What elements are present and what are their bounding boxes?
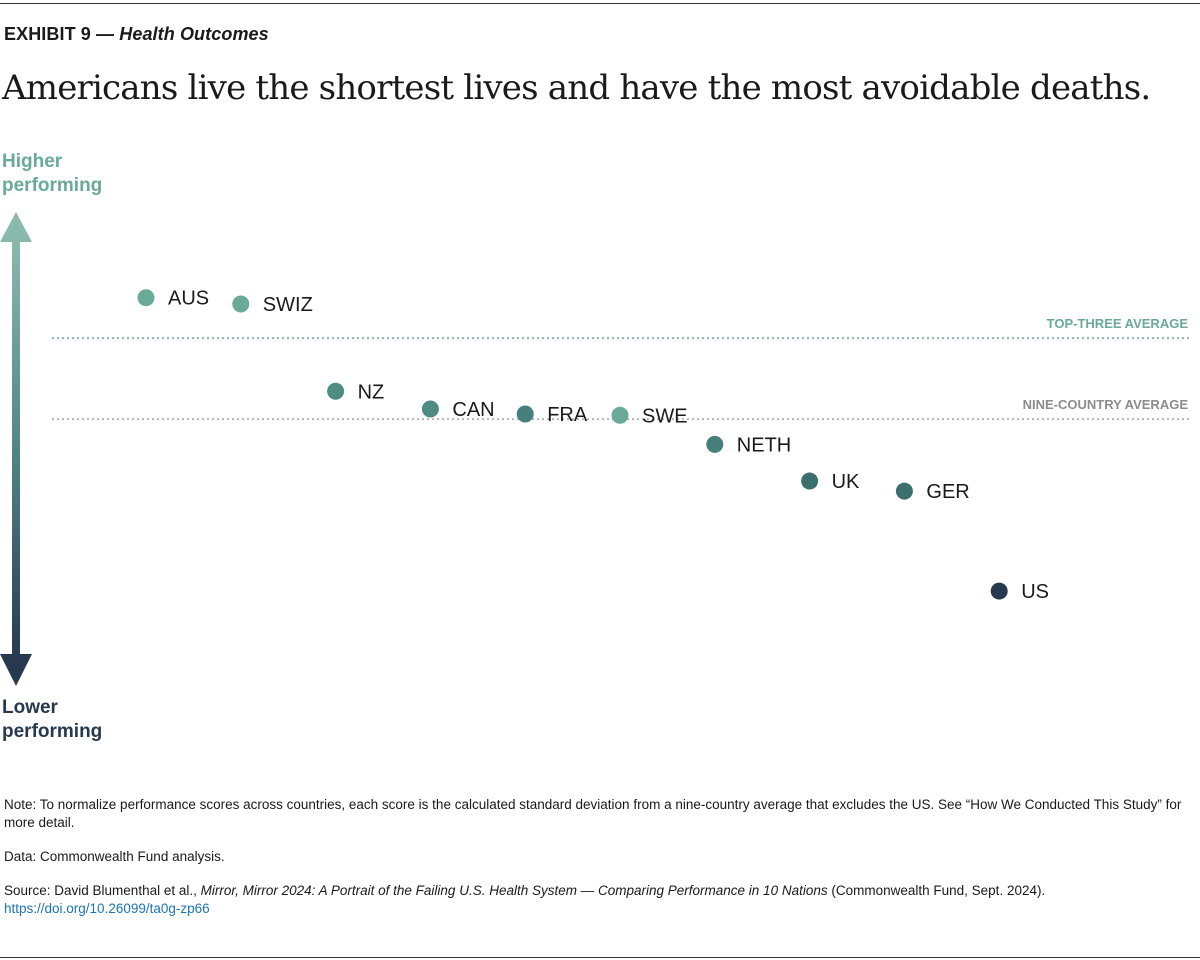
data-text: Data: Commonwealth Fund analysis. [4,849,225,864]
arrow-shaft [12,240,20,660]
higher-performing-text: Higher performing [2,151,103,196]
reference-label-nine-country: NINE-COUNTRY AVERAGE [1023,397,1189,412]
point-label-uk: UK [832,471,860,493]
point-swiz [232,295,250,313]
source-title: Mirror, Mirror 2024: A Portrait of the F… [200,883,828,898]
top-rule [0,3,1200,4]
source-suffix: (Commonwealth Fund, Sept. 2024). [827,883,1046,898]
scatter-chart: TOP-THREE AVERAGE NINE-COUNTRY AVERAGE AU… [0,212,1190,686]
point-swe [611,406,629,424]
source-prefix: Source: David Blumenthal et al., [4,883,201,898]
point-label-nz: NZ [358,381,385,403]
point-label-us: US [1021,581,1049,603]
note-text: Note: To normalize performance scores ac… [4,797,1182,830]
chart-headline: Americans live the shortest lives and ha… [2,68,1151,108]
point-label-can: CAN [452,399,494,421]
point-neth [706,435,724,453]
exhibit-number: EXHIBIT 9 — [4,24,120,44]
point-label-aus: AUS [168,288,209,310]
point-label-swe: SWE [642,405,688,427]
performance-arrow [0,212,32,686]
higher-performing-label: Higher performing [2,150,112,198]
point-aus [137,289,155,307]
point-fra [516,405,534,423]
reference-lines: TOP-THREE AVERAGE NINE-COUNTRY AVERAGE [52,316,1190,421]
lower-performing-text: Lower performing [2,697,103,742]
bottom-rule [0,957,1200,958]
exhibit-label: EXHIBIT 9 — Health Outcomes [4,24,269,45]
arrow-down-head [0,654,32,686]
point-can [421,400,439,418]
chart-notes: Note: To normalize performance scores ac… [4,796,1184,918]
point-uk [801,472,819,490]
reference-label-top-three: TOP-THREE AVERAGE [1047,316,1189,331]
point-nz [327,382,345,400]
exhibit-subtitle: Health Outcomes [119,24,269,44]
point-ger [895,482,913,500]
point-label-neth: NETH [737,434,791,456]
point-label-fra: FRA [547,404,588,426]
source-text: Source: David Blumenthal et al., Mirror,… [4,882,1184,918]
arrow-up-head [0,212,32,242]
doi-link[interactable]: https://doi.org/10.26099/ta0g-zp66 [4,901,210,916]
point-label-swiz: SWIZ [263,294,313,316]
lower-performing-label: Lower performing [2,696,112,744]
point-label-ger: GER [926,481,969,503]
point-us [990,582,1008,600]
data-points: AUS SWIZ NZ CAN FRA SWE NETH UK GER US [137,288,1049,603]
